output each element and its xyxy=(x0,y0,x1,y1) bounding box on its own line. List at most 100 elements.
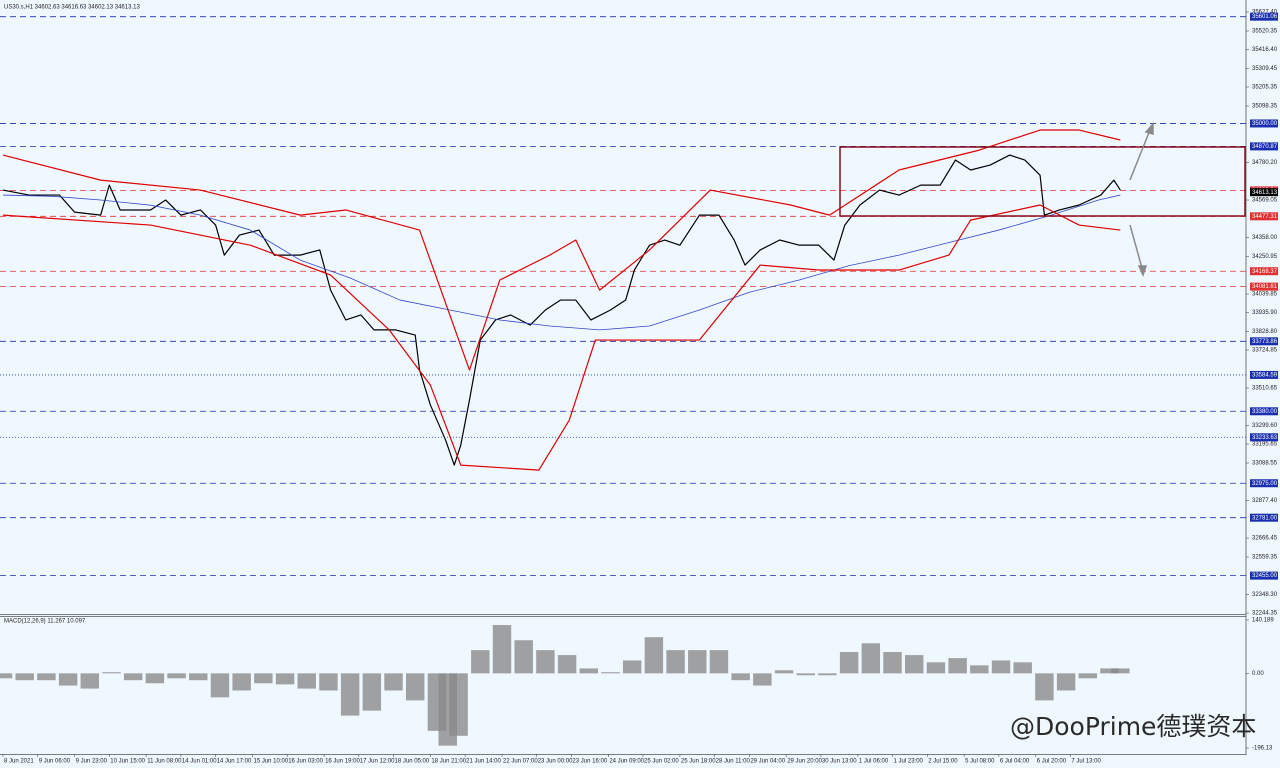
macd-bar xyxy=(666,650,685,674)
macd-bar xyxy=(123,673,143,681)
level-tag xyxy=(1250,12,1278,21)
price-series xyxy=(2,129,1121,371)
level-label: 32781.00 xyxy=(1252,515,1278,521)
macd-bar xyxy=(601,672,620,674)
x-tick-label: 16 Jun 03:00 xyxy=(288,759,323,765)
level-tag xyxy=(1250,433,1278,442)
level-tag xyxy=(1250,407,1278,416)
macd-bar xyxy=(405,673,425,701)
price-series xyxy=(2,204,1121,471)
macd-bar xyxy=(579,668,599,674)
x-tick-label: 5 Jul 08:00 xyxy=(965,759,995,765)
x-tick-label: 9 Jun 23:00 xyxy=(76,759,108,765)
macd-bar xyxy=(58,673,78,686)
x-tick-label: 25 Jun 18:00 xyxy=(681,759,716,765)
level-tag xyxy=(1250,513,1278,522)
macd-bar xyxy=(275,673,295,685)
y-tick-label: 33299.60 xyxy=(1252,423,1278,429)
macd-bar xyxy=(753,673,772,686)
x-tick-label: 23 Jun 16:00 xyxy=(572,759,607,765)
macd-bar xyxy=(15,673,34,681)
macd-bar xyxy=(145,673,165,684)
level-tag xyxy=(1250,282,1278,291)
macd-bar xyxy=(905,655,924,674)
macd-bar xyxy=(644,637,664,674)
macd-bar xyxy=(471,650,490,674)
macd-bar xyxy=(0,673,13,679)
level-tag xyxy=(1250,479,1278,488)
level-label: 32975.00 xyxy=(1252,481,1278,487)
macd-bar xyxy=(340,673,360,716)
macd-bar xyxy=(232,673,251,691)
y-tick-label: 34250.95 xyxy=(1252,254,1278,260)
last-price-label: 34613.13 xyxy=(1252,190,1278,196)
level-label: 34477.31 xyxy=(1252,214,1278,220)
level-tag xyxy=(1250,212,1278,221)
macd-bar xyxy=(1111,668,1130,674)
x-tick-label: 9 Jun 06:00 xyxy=(39,759,71,765)
level-tag xyxy=(1250,119,1278,128)
macd-bar xyxy=(948,658,967,674)
y-tick-label: 140.189 xyxy=(1252,618,1274,624)
x-tick-label: 7 Jul 13:00 xyxy=(1071,759,1101,765)
y-tick-label: 35098.35 xyxy=(1252,104,1278,110)
series xyxy=(0,129,1130,746)
y-tick-label: 34780.20 xyxy=(1252,160,1278,166)
macd-bar xyxy=(167,673,186,679)
range-box xyxy=(839,146,1246,217)
macd-bar xyxy=(210,673,230,698)
x-tick-label: 29 Jun 20:00 xyxy=(787,759,822,765)
macd-bar xyxy=(991,660,1011,674)
macd-bar xyxy=(189,673,208,681)
y-tick-label: 32559.35 xyxy=(1252,555,1278,561)
macd-bar xyxy=(709,650,729,674)
x-tick-label: 11 Jun 08:00 xyxy=(147,759,182,765)
macd-bar xyxy=(926,662,946,674)
macd-bar xyxy=(731,673,750,681)
y-tick-label: 34569.05 xyxy=(1252,198,1278,204)
macd-bar xyxy=(1078,673,1098,679)
y-tick-label: 33195.65 xyxy=(1252,442,1278,448)
x-tick-label: 15 Jun 10:00 xyxy=(254,759,289,765)
level-label: 32455.00 xyxy=(1252,573,1278,579)
level-label: 33380.00 xyxy=(1252,409,1278,415)
level-tag xyxy=(1250,142,1278,151)
macd-bar xyxy=(514,640,533,674)
x-tick-label: 8 Jun 2021 xyxy=(4,759,34,765)
macd-bar xyxy=(970,665,989,674)
y-tick-label: 33724.85 xyxy=(1252,348,1278,354)
level-label: 34870.87 xyxy=(1252,144,1278,150)
level-label: 35601.06 xyxy=(1252,14,1278,20)
y-tick-label: 32244.35 xyxy=(1252,611,1278,617)
y-tick-label: 35520.35 xyxy=(1252,29,1278,35)
macd-bar xyxy=(449,673,468,736)
x-tick-label: 24 Jun 09:00 xyxy=(609,759,644,765)
y-tick-label: 32666.45 xyxy=(1252,536,1278,542)
level-tag xyxy=(1250,337,1278,346)
x-tick-label: 14 Jun 01:00 xyxy=(182,759,217,765)
macd-bar xyxy=(254,673,273,684)
x-tick-label: 6 Jul 20:00 xyxy=(1037,759,1067,765)
x-tick-label: 18 Jun 21:00 xyxy=(431,759,466,765)
y-tick-label: -196.13 xyxy=(1252,746,1273,752)
macd-bar xyxy=(80,673,100,689)
price-series xyxy=(2,194,1121,331)
direction-arrows xyxy=(1129,122,1154,278)
arrow-up xyxy=(1129,129,1151,181)
x-tick-label: 21 Jun 14:00 xyxy=(466,759,501,765)
macd-bar xyxy=(1100,668,1119,674)
y-tick-label: 35416.40 xyxy=(1252,47,1278,53)
levels xyxy=(0,16,1246,577)
macd-bar xyxy=(622,660,642,674)
macd-bar xyxy=(37,673,56,681)
y-tick-label: 33935.90 xyxy=(1252,310,1278,316)
watermark: @DooPrime德璞资本 xyxy=(1010,712,1256,741)
macd-bar xyxy=(536,650,555,674)
macd-bar xyxy=(883,652,902,674)
y-tick-label: 34039.85 xyxy=(1252,292,1278,298)
macd-bar xyxy=(861,643,881,674)
macd-bar xyxy=(319,673,338,691)
macd-bar xyxy=(1035,673,1054,701)
y-tick-label: 32877.40 xyxy=(1252,498,1278,504)
